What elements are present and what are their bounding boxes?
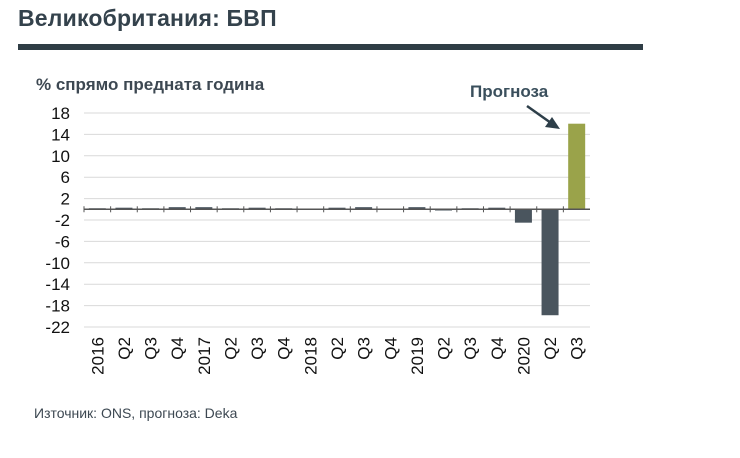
x-tick-label: Q4 bbox=[275, 337, 294, 360]
y-tick-labels: 18 14 10 6 2 -2 -6 -10 -14 -18 -22 bbox=[45, 104, 70, 337]
x-tick-label: 2016 bbox=[88, 337, 107, 375]
title-rule bbox=[18, 44, 643, 50]
data-bar bbox=[541, 209, 559, 316]
x-tick-label: Q3 bbox=[355, 337, 374, 360]
x-tick-label: Q2 bbox=[541, 337, 560, 360]
y-tick-label: 6 bbox=[61, 168, 70, 187]
x-tick-label: 2018 bbox=[301, 337, 320, 375]
forecast-arrow bbox=[526, 104, 560, 129]
x-tick-label: Q3 bbox=[142, 337, 161, 360]
y-tick-label: 10 bbox=[51, 147, 70, 166]
y-tick-label: -18 bbox=[45, 297, 70, 316]
x-tick-label: Q3 bbox=[248, 337, 267, 360]
x-tick-label: Q2 bbox=[328, 337, 347, 360]
x-tick-label: Q3 bbox=[568, 337, 587, 360]
data-bar bbox=[514, 209, 532, 223]
y-tick-label: 2 bbox=[61, 190, 70, 209]
x-tick-label: Q3 bbox=[461, 337, 480, 360]
x-tick-label: 2020 bbox=[514, 337, 533, 375]
data-bar bbox=[115, 207, 133, 210]
y-tick-label: -22 bbox=[45, 318, 70, 337]
chart-title: Великобритания: БВП bbox=[18, 5, 277, 31]
x-tick-label: Q2 bbox=[221, 337, 240, 360]
x-tick-label: Q2 bbox=[435, 337, 454, 360]
data-bar bbox=[488, 207, 506, 210]
data-bar bbox=[168, 207, 186, 210]
source-note: Източник: ONS, прогноза: Deka bbox=[34, 405, 238, 421]
data-bar bbox=[248, 207, 266, 210]
data-bar bbox=[195, 207, 213, 210]
bars bbox=[88, 123, 586, 316]
x-tick-label: 2017 bbox=[195, 337, 214, 375]
y-tick-label: 18 bbox=[51, 104, 70, 123]
data-bar bbox=[328, 207, 346, 210]
forecast-bar bbox=[568, 123, 586, 210]
x-tick-label: Q4 bbox=[381, 337, 400, 360]
y-axis-label: % спрямо предната година bbox=[36, 75, 265, 94]
data-bar bbox=[355, 207, 373, 210]
forecast-arrow-shaft bbox=[526, 104, 552, 125]
y-tick-label: -14 bbox=[45, 275, 70, 294]
y-tick-label: -2 bbox=[55, 211, 70, 230]
y-tick-label: 14 bbox=[51, 125, 70, 144]
x-tick-label: Q2 bbox=[115, 337, 134, 360]
gridlines bbox=[84, 112, 590, 328]
forecast-annotation: Прогноза bbox=[470, 82, 549, 101]
y-tick-label: -10 bbox=[45, 254, 70, 273]
forecast-arrow-head bbox=[545, 117, 560, 129]
y-tick-label: -6 bbox=[55, 232, 70, 251]
x-tick-label: Q4 bbox=[488, 337, 507, 360]
x-tick-label: 2019 bbox=[408, 337, 427, 375]
data-bar bbox=[408, 207, 426, 210]
x-tick-labels: 2016 Q2 Q3 Q4 2017 Q2 Q3 Q4 2018 Q2 Q3 Q4 2019 Q2 Q3 Q4… bbox=[83, 206, 587, 375]
x-tick-label: Q4 bbox=[168, 337, 187, 360]
